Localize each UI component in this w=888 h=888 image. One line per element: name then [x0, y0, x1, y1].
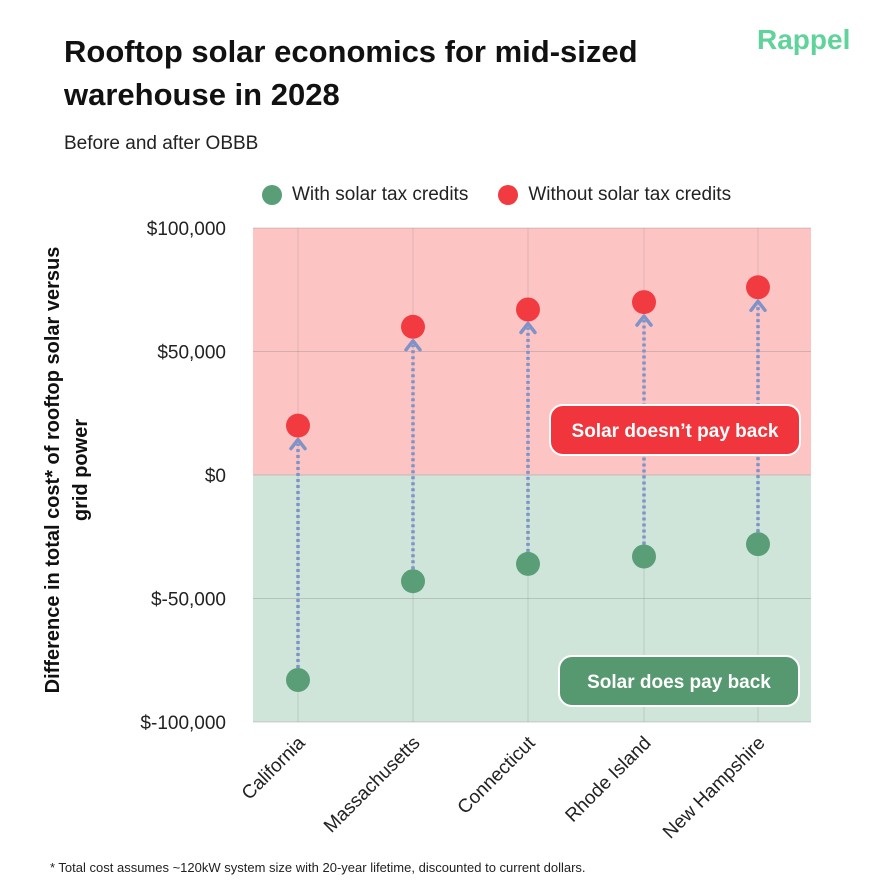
y-tick-label: $-100,000 [140, 713, 226, 734]
region-no-payback-label: Solar doesn’t pay back [572, 421, 779, 442]
x-tick-label: Rhode Island [562, 733, 656, 827]
y-tick-label: $0 [205, 466, 226, 487]
y-tick-label: $100,000 [147, 219, 226, 240]
legend-marker-with-credits [262, 185, 282, 205]
arrow-head [519, 321, 537, 335]
point-with-credits [401, 569, 425, 594]
point-without-credits [632, 290, 656, 315]
point-with-credits [746, 532, 770, 557]
point-without-credits [286, 413, 310, 438]
arrow-head [749, 299, 767, 313]
x-tick-label: Massachusetts [320, 733, 424, 837]
arrow-head [289, 437, 307, 451]
y-tick-label: $50,000 [157, 343, 226, 364]
point-with-credits [632, 544, 656, 569]
legend-item-with-credits: With solar tax credits [262, 184, 468, 206]
y-tick-label: $-50,000 [151, 590, 226, 611]
chart-title: Rooftop solar economics for mid-sized wa… [64, 34, 638, 112]
point-without-credits [401, 314, 425, 339]
arrow-head [404, 339, 422, 352]
point-without-credits [746, 275, 770, 300]
legend-label-without-credits: Without solar tax credits [528, 184, 732, 205]
region-payback-pill [558, 655, 800, 707]
point-with-credits [516, 551, 540, 576]
x-tick-label: New Hampshire [659, 733, 769, 843]
legend-item-without-credits: Without solar tax credits [498, 184, 731, 206]
x-tick-label: Connecticut [454, 732, 540, 818]
x-tick-label: California [238, 732, 310, 804]
footnote: * Total cost assumes ~120kW system size … [50, 860, 586, 875]
legend-label-with-credits: With solar tax credits [292, 184, 469, 205]
region-no-payback-pill [549, 404, 801, 456]
point-with-credits [286, 668, 310, 693]
region-payback-label: Solar does pay back [587, 672, 771, 693]
chart-subtitle: Before and after OBBB [64, 133, 259, 154]
legend: With solar tax credits Without solar tax… [262, 182, 761, 208]
arrow-head [635, 314, 653, 327]
brand-logo: Rappel [757, 24, 851, 55]
legend-marker-without-credits [498, 185, 519, 205]
point-without-credits [516, 297, 540, 322]
